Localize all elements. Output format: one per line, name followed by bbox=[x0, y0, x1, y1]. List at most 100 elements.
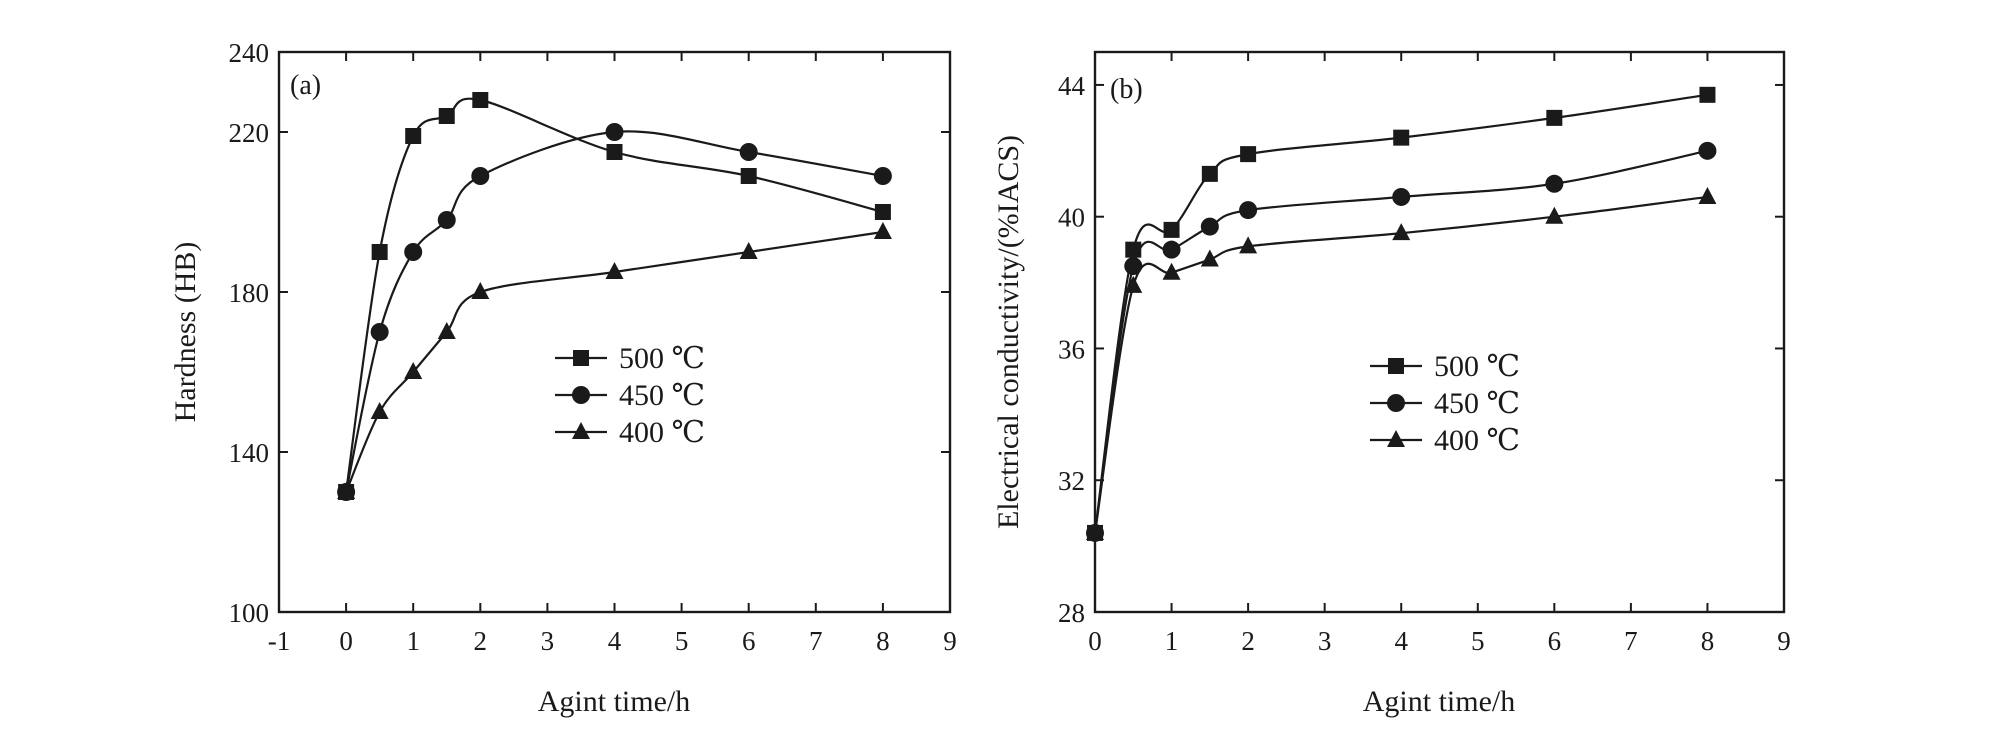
x-tick-label: 7 bbox=[1624, 626, 1638, 656]
x-tick-label: 0 bbox=[1088, 626, 1102, 656]
data-point-circle bbox=[1239, 201, 1258, 220]
legend-label: 400 ℃ bbox=[619, 416, 705, 449]
y-tick-label: 44 bbox=[1058, 71, 1086, 101]
legend-marker-square bbox=[1388, 358, 1404, 374]
data-point-triangle bbox=[1162, 262, 1181, 280]
y-tick-label: 40 bbox=[1058, 203, 1085, 233]
series-line bbox=[1093, 93, 1708, 534]
data-point-triangle bbox=[337, 482, 356, 499]
data-point-square bbox=[1163, 221, 1180, 238]
data-point-square bbox=[1393, 129, 1410, 146]
x-tick-label: 6 bbox=[1548, 626, 1562, 656]
panel-label: (b) bbox=[1110, 74, 1143, 105]
y-axis-title: Hardness (HB) bbox=[169, 242, 202, 423]
legend-marker-circle bbox=[572, 386, 590, 404]
x-tick-label: 4 bbox=[608, 626, 622, 656]
panel-label: (a) bbox=[290, 70, 321, 101]
series-square bbox=[1087, 86, 1716, 541]
data-point-circle bbox=[605, 123, 624, 141]
y-tick-label: 100 bbox=[229, 598, 270, 628]
data-point-square bbox=[740, 168, 757, 184]
series-line bbox=[345, 97, 884, 493]
legend-label: 500 ℃ bbox=[619, 342, 705, 375]
data-point-circle bbox=[873, 167, 892, 185]
x-tick-label: -1 bbox=[268, 626, 291, 656]
data-point-triangle bbox=[1124, 275, 1143, 293]
y-tick-label: 32 bbox=[1058, 466, 1085, 496]
data-point-circle bbox=[404, 243, 423, 261]
data-point-square bbox=[371, 244, 388, 260]
series-triangle bbox=[1086, 186, 1717, 540]
data-point-square bbox=[1546, 109, 1563, 126]
plot-frame bbox=[1093, 50, 1786, 614]
data-point-square bbox=[405, 128, 422, 144]
chart-panel-a: -1 0 1 2 3 4 5 6 7 8 9 100 140 180 220 240 (a) Agint time… bbox=[169, 38, 957, 718]
y-tick-label: 28 bbox=[1058, 598, 1085, 628]
x-tick-label: 9 bbox=[1777, 626, 1791, 656]
data-point-circle bbox=[437, 211, 456, 229]
x-tick-label: 5 bbox=[675, 626, 689, 656]
data-point-triangle bbox=[873, 222, 892, 239]
x-tick-label: 4 bbox=[1394, 626, 1408, 656]
legend-marker-triangle bbox=[572, 422, 590, 439]
x-tick-label: 9 bbox=[943, 626, 957, 656]
data-point-triangle bbox=[605, 262, 624, 279]
x-tick-label: 8 bbox=[1701, 626, 1715, 656]
x-tick-label: 1 bbox=[406, 626, 420, 656]
series-circle bbox=[1086, 141, 1717, 542]
data-point-square bbox=[472, 92, 489, 108]
series-square bbox=[338, 92, 891, 500]
legend-marker-triangle bbox=[1387, 430, 1405, 447]
x-tick-label: 2 bbox=[1241, 626, 1255, 656]
data-point-triangle bbox=[1698, 186, 1717, 204]
data-point-square bbox=[1699, 86, 1716, 103]
data-point-circle bbox=[1545, 174, 1564, 193]
data-point-triangle bbox=[1086, 522, 1104, 540]
legend-label: 450 ℃ bbox=[619, 379, 705, 412]
x-tick-label: 1 bbox=[1165, 626, 1179, 656]
series-line bbox=[345, 130, 884, 493]
data-point-triangle bbox=[1239, 236, 1258, 254]
y-tick-label: 140 bbox=[229, 438, 270, 468]
data-point-triangle bbox=[471, 282, 490, 299]
data-point-triangle bbox=[437, 322, 456, 339]
data-point-circle bbox=[1200, 217, 1219, 236]
legend-label: 450 ℃ bbox=[1434, 387, 1520, 420]
x-tick-label: 2 bbox=[474, 626, 488, 656]
x-tick-label: 5 bbox=[1471, 626, 1485, 656]
legend-label: 400 ℃ bbox=[1434, 424, 1520, 457]
data-point-triangle bbox=[739, 242, 758, 259]
data-point-triangle bbox=[370, 402, 389, 419]
legend-marker-square bbox=[573, 350, 589, 366]
data-point-triangle bbox=[1200, 249, 1219, 267]
x-tick-label: 0 bbox=[339, 626, 353, 656]
legend-marker-circle bbox=[1387, 394, 1405, 412]
x-tick-label: 3 bbox=[1318, 626, 1332, 656]
data-point-square bbox=[606, 144, 623, 160]
y-tick-label: 180 bbox=[229, 278, 270, 308]
y-tick-label: 36 bbox=[1058, 334, 1085, 364]
data-point-square bbox=[438, 108, 455, 124]
x-tick-label: 6 bbox=[742, 626, 756, 656]
y-tick-label: 240 bbox=[229, 38, 270, 68]
x-tick-label: 3 bbox=[541, 626, 555, 656]
data-point-square bbox=[874, 204, 891, 220]
series-circle bbox=[337, 123, 892, 501]
legend-label: 500 ℃ bbox=[1434, 350, 1520, 383]
x-axis-title: Agint time/h bbox=[1363, 685, 1516, 718]
data-point-circle bbox=[1698, 141, 1717, 160]
data-point-square bbox=[1240, 146, 1257, 163]
data-point-circle bbox=[1124, 257, 1143, 276]
data-point-triangle bbox=[404, 362, 423, 379]
data-point-circle bbox=[370, 323, 389, 341]
x-tick-label: 7 bbox=[809, 626, 823, 656]
data-point-triangle bbox=[1392, 223, 1411, 241]
y-axis-title: Electrical conductivity/(%IACS) bbox=[992, 135, 1025, 529]
x-tick-label: 8 bbox=[876, 626, 890, 656]
data-point-circle bbox=[471, 167, 490, 185]
data-point-circle bbox=[1162, 240, 1181, 259]
data-point-triangle bbox=[1545, 206, 1564, 224]
data-point-square bbox=[1201, 165, 1218, 182]
y-tick-label: 220 bbox=[229, 118, 270, 148]
